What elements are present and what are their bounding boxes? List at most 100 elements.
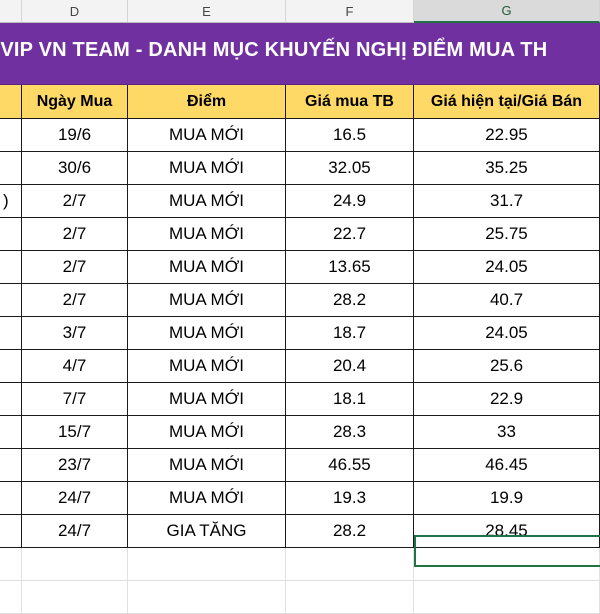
- column-header-d[interactable]: D: [22, 0, 128, 23]
- empty-cell[interactable]: [128, 581, 286, 614]
- cell-gia-mua-tb[interactable]: 28.2: [286, 515, 414, 548]
- cell-c[interactable]: ): [0, 185, 22, 218]
- table-row: 23/7 MUA MỚI 46.55 46.45: [0, 449, 600, 482]
- cell-diem[interactable]: MUA MỚI: [128, 185, 286, 218]
- cell-c[interactable]: [0, 416, 22, 449]
- table-row: 3/7 MUA MỚI 18.7 24.05: [0, 317, 600, 350]
- cell-diem[interactable]: MUA MỚI: [128, 449, 286, 482]
- column-header-g[interactable]: G: [414, 0, 600, 23]
- cell-gia-hien-tai[interactable]: 19.9: [414, 482, 600, 515]
- cell-diem[interactable]: MUA MỚI: [128, 119, 286, 152]
- cell-gia-hien-tai[interactable]: 24.05: [414, 317, 600, 350]
- cell-diem[interactable]: MUA MỚI: [128, 251, 286, 284]
- cell-diem[interactable]: MUA MỚI: [128, 317, 286, 350]
- cell-ngay-mua[interactable]: 2/7: [22, 251, 128, 284]
- cell-c[interactable]: [0, 284, 22, 317]
- cell-gia-mua-tb[interactable]: 18.7: [286, 317, 414, 350]
- cell-gia-mua-tb[interactable]: 32.05: [286, 152, 414, 185]
- cell-gia-mua-tb[interactable]: 20.4: [286, 350, 414, 383]
- table-row: 24/7 MUA MỚI 19.3 19.9: [0, 482, 600, 515]
- cell-gia-mua-tb[interactable]: 22.7: [286, 218, 414, 251]
- cell-c[interactable]: [0, 383, 22, 416]
- empty-cell[interactable]: [286, 548, 414, 581]
- cell-diem[interactable]: MUA MỚI: [128, 350, 286, 383]
- empty-cell[interactable]: [0, 581, 22, 614]
- header-cell-c[interactable]: [0, 85, 22, 119]
- table-row: 19/6 MUA MỚI 16.5 22.95: [0, 119, 600, 152]
- cell-gia-hien-tai[interactable]: 25.75: [414, 218, 600, 251]
- cell-c[interactable]: [0, 449, 22, 482]
- cell-gia-hien-tai[interactable]: 40.7: [414, 284, 600, 317]
- cell-ngay-mua[interactable]: 15/7: [22, 416, 128, 449]
- cell-gia-hien-tai[interactable]: 22.95: [414, 119, 600, 152]
- cell-gia-hien-tai[interactable]: 35.25: [414, 152, 600, 185]
- cell-gia-mua-tb[interactable]: 28.3: [286, 416, 414, 449]
- cell-ngay-mua[interactable]: 24/7: [22, 482, 128, 515]
- cell-diem[interactable]: MUA MỚI: [128, 482, 286, 515]
- header-gia-mua-tb[interactable]: Giá mua TB: [286, 85, 414, 119]
- column-header-e[interactable]: E: [128, 0, 286, 23]
- empty-cell[interactable]: [128, 548, 286, 581]
- empty-cell[interactable]: [22, 548, 128, 581]
- cell-gia-hien-tai[interactable]: 24.05: [414, 251, 600, 284]
- empty-row: [0, 581, 600, 614]
- cell-ngay-mua[interactable]: 2/7: [22, 218, 128, 251]
- table-row: ) 2/7 MUA MỚI 24.9 31.7: [0, 185, 600, 218]
- cell-ngay-mua[interactable]: 7/7: [22, 383, 128, 416]
- cell-ngay-mua[interactable]: 19/6: [22, 119, 128, 152]
- cell-ngay-mua[interactable]: 3/7: [22, 317, 128, 350]
- table-row: 2/7 MUA MỚI 22.7 25.75: [0, 218, 600, 251]
- column-header-f[interactable]: F: [286, 0, 414, 23]
- cell-gia-mua-tb[interactable]: 46.55: [286, 449, 414, 482]
- cell-diem[interactable]: MUA MỚI: [128, 218, 286, 251]
- cell-ngay-mua[interactable]: 23/7: [22, 449, 128, 482]
- empty-cell[interactable]: [286, 581, 414, 614]
- header-gia-hien-tai[interactable]: Giá hiện tại/Giá Bán: [414, 85, 600, 119]
- cell-ngay-mua[interactable]: 2/7: [22, 185, 128, 218]
- cell-c[interactable]: [0, 317, 22, 350]
- cell-ngay-mua[interactable]: 24/7: [22, 515, 128, 548]
- cell-gia-mua-tb[interactable]: 28.2: [286, 284, 414, 317]
- empty-cell[interactable]: [0, 548, 22, 581]
- active-cell-selection[interactable]: [414, 535, 600, 567]
- cell-gia-hien-tai[interactable]: 31.7: [414, 185, 600, 218]
- cell-c[interactable]: [0, 350, 22, 383]
- cell-gia-mua-tb[interactable]: 13.65: [286, 251, 414, 284]
- cell-diem[interactable]: GIA TĂNG: [128, 515, 286, 548]
- table-header-row: Ngày Mua Điểm Giá mua TB Giá hiện tại/Gi…: [0, 85, 600, 119]
- cell-c[interactable]: [0, 152, 22, 185]
- cell-diem[interactable]: MUA MỚI: [128, 152, 286, 185]
- cell-c[interactable]: [0, 119, 22, 152]
- cell-gia-mua-tb[interactable]: 19.3: [286, 482, 414, 515]
- table-row: 4/7 MUA MỚI 20.4 25.6: [0, 350, 600, 383]
- cell-ngay-mua[interactable]: 4/7: [22, 350, 128, 383]
- cell-ngay-mua[interactable]: 30/6: [22, 152, 128, 185]
- empty-cell[interactable]: [414, 581, 600, 614]
- cell-diem[interactable]: MUA MỚI: [128, 416, 286, 449]
- sheet-title: OM VIP VN TEAM - DANH MỤC KHUYẾN NGHỊ ĐI…: [0, 39, 548, 61]
- header-diem[interactable]: Điểm: [128, 85, 286, 119]
- cell-gia-mua-tb[interactable]: 18.1: [286, 383, 414, 416]
- table-row: 2/7 MUA MỚI 13.65 24.05: [0, 251, 600, 284]
- cell-ngay-mua[interactable]: 2/7: [22, 284, 128, 317]
- title-banner-cell[interactable]: OM VIP VN TEAM - DANH MỤC KHUYẾN NGHỊ ĐI…: [0, 23, 600, 85]
- table-row: 7/7 MUA MỚI 18.1 22.9: [0, 383, 600, 416]
- cell-gia-mua-tb[interactable]: 16.5: [286, 119, 414, 152]
- cell-diem[interactable]: MUA MỚI: [128, 284, 286, 317]
- cell-gia-hien-tai[interactable]: 33: [414, 416, 600, 449]
- cell-gia-hien-tai[interactable]: 46.45: [414, 449, 600, 482]
- cell-c[interactable]: [0, 218, 22, 251]
- cell-c[interactable]: [0, 482, 22, 515]
- table-row: 24/7 GIA TĂNG 28.2 28.45: [0, 515, 600, 548]
- cell-gia-mua-tb[interactable]: 24.9: [286, 185, 414, 218]
- cell-diem[interactable]: MUA MỚI: [128, 383, 286, 416]
- header-ngay-mua[interactable]: Ngày Mua: [22, 85, 128, 119]
- cell-gia-hien-tai[interactable]: 22.9: [414, 383, 600, 416]
- cell-c[interactable]: [0, 251, 22, 284]
- cell-gia-hien-tai[interactable]: 25.6: [414, 350, 600, 383]
- empty-cell[interactable]: [22, 581, 128, 614]
- cell-c[interactable]: [0, 515, 22, 548]
- table-row: 2/7 MUA MỚI 28.2 40.7: [0, 284, 600, 317]
- column-header-c[interactable]: [0, 0, 22, 23]
